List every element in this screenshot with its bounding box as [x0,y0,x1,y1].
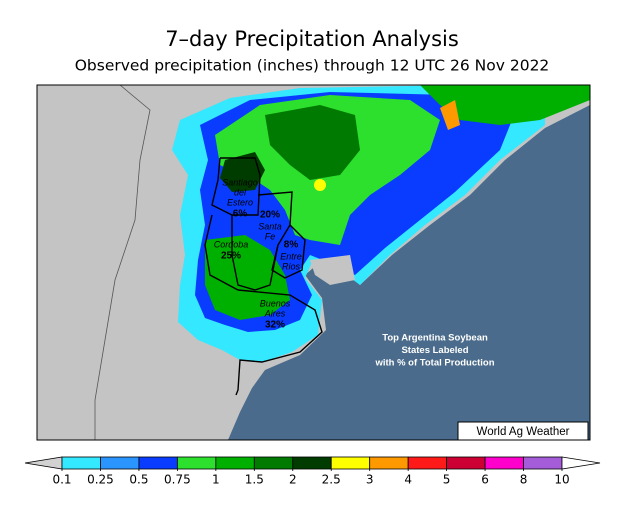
colorbar-bin [215,456,255,470]
colorbar-tick-label: 0.75 [164,473,191,487]
precip-brazil [420,85,590,125]
colorbar-bin [330,456,371,470]
colorbar-bin [484,456,524,470]
colorbar-bin [61,456,101,470]
colorbar-tick-label: 2.5 [322,473,341,487]
region-share: 6% [233,209,248,220]
colorbar-tick-label: 4 [404,473,412,487]
colorbar-tick-label: 1.5 [245,473,264,487]
colorbar-arrow-left [24,456,63,470]
title: 7–day Precipitation Analysis [165,27,459,51]
region-name: Santa [258,221,282,231]
region-name: Cordoba [214,239,249,249]
region-name: Fe [265,231,276,241]
colorbar-tick-label: 10 [554,473,569,487]
colorbar-bin [176,456,217,470]
region-name: Rios [282,261,301,271]
region-name: Buenos [260,298,291,308]
region-name: Santiago [222,177,258,187]
credit: World Ag Weather [477,426,570,438]
credit-box [457,421,589,441]
chile-border [94,85,151,440]
annotation-line: States Labeled [401,345,468,356]
colorbar-tick-label: 2 [289,473,297,487]
region-share: 8% [284,240,299,251]
region-share: 20% [260,210,280,221]
colorbar-bin [523,456,563,470]
region-name: Aires [264,308,286,318]
region-name: Entre [280,251,302,261]
precip-green-dark [205,235,290,320]
annotation-line: Top Argentina Soybean [382,333,488,344]
region-share: 25% [221,251,241,262]
region-name: Estero [227,197,253,207]
annotation-line: with % of Total Production [374,358,494,369]
region-share: 32% [265,320,285,331]
region-name: del [234,187,247,197]
colorbar-tick-label: 6 [481,473,489,487]
colorbar-bin [407,456,448,470]
colorbar-bin [253,456,294,470]
precip-darkest [220,152,265,192]
subtitle: Observed precipitation (inches) through … [75,57,550,75]
map [36,84,591,441]
colorbar-bin [369,456,409,470]
colorbar-tick-label: 5 [443,473,451,487]
colorbar-tick-label: 0.5 [129,473,148,487]
precip-orange [440,100,460,130]
colorbar-tick-label: 3 [366,473,374,487]
colorbar-tick-label: 0.1 [52,473,71,487]
colorbar-arrow-right [561,456,601,470]
colorbar-bin [446,456,486,470]
colorbar-tick-label: 8 [520,473,528,487]
colorbar-bin [292,456,332,470]
colorbar-bin [138,456,178,470]
colorbar-bin [100,456,140,470]
precip-yellow [314,179,326,191]
legend: 0.1 0.25 0.5 0.75 1 1.5 2 2.5 3 4 5 6 8 10 [24,456,601,487]
precip-dark [265,105,360,180]
estuary-land [310,255,355,285]
colorbar-tick-label: 1 [212,473,220,487]
colorbar-tick-label: 0.25 [87,473,114,487]
map-frame [36,84,591,441]
province-borders [204,157,323,396]
